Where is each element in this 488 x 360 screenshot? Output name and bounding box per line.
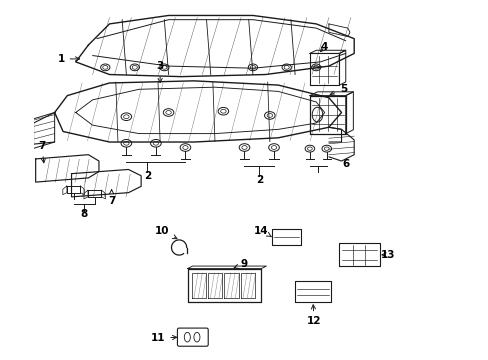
- Text: 2: 2: [255, 175, 263, 185]
- Text: 10: 10: [155, 226, 177, 239]
- Text: 13: 13: [380, 250, 394, 260]
- Text: 2: 2: [143, 171, 151, 181]
- Text: 3: 3: [156, 61, 163, 82]
- Text: 8: 8: [81, 209, 88, 219]
- Text: 7: 7: [108, 190, 115, 206]
- Text: 5: 5: [329, 84, 346, 95]
- Text: 9: 9: [234, 259, 247, 269]
- Text: 11: 11: [150, 333, 176, 343]
- Text: 12: 12: [306, 305, 321, 326]
- Text: 4: 4: [320, 42, 327, 52]
- Text: 7: 7: [38, 141, 45, 163]
- Text: 6: 6: [342, 159, 348, 170]
- Text: 1: 1: [57, 54, 80, 64]
- Text: 14: 14: [254, 226, 271, 237]
